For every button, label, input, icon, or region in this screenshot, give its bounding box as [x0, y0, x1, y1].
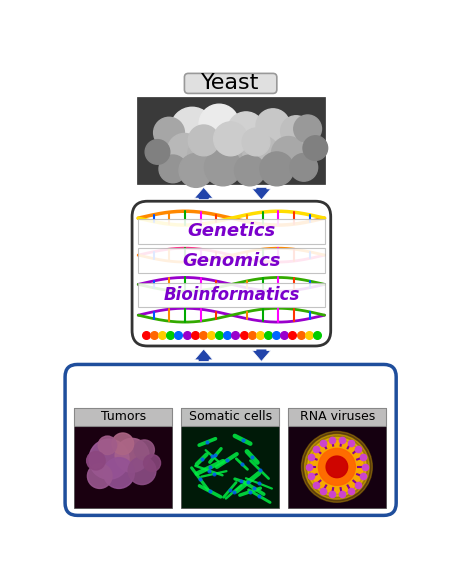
Bar	[137, 97, 324, 184]
Circle shape	[305, 435, 369, 499]
Circle shape	[89, 439, 129, 479]
Text: Somatic cells: Somatic cells	[189, 410, 272, 423]
Circle shape	[234, 155, 265, 186]
Circle shape	[159, 155, 187, 183]
Circle shape	[144, 455, 161, 472]
FancyBboxPatch shape	[288, 408, 386, 426]
Circle shape	[199, 104, 239, 144]
FancyBboxPatch shape	[181, 408, 279, 426]
Circle shape	[310, 441, 363, 493]
Circle shape	[256, 109, 290, 143]
Circle shape	[260, 152, 294, 186]
Text: Genetics: Genetics	[187, 222, 275, 240]
Circle shape	[98, 436, 117, 455]
FancyBboxPatch shape	[138, 219, 324, 244]
Bar	[74, 408, 172, 507]
Circle shape	[171, 107, 214, 151]
Circle shape	[112, 433, 134, 455]
Circle shape	[179, 154, 213, 188]
FancyArrow shape	[194, 188, 213, 200]
Circle shape	[188, 125, 219, 156]
FancyBboxPatch shape	[184, 73, 277, 93]
FancyBboxPatch shape	[74, 408, 172, 426]
Circle shape	[290, 154, 318, 181]
Bar	[181, 408, 279, 507]
Circle shape	[243, 136, 280, 173]
Bar	[288, 408, 386, 507]
Circle shape	[153, 117, 184, 148]
FancyBboxPatch shape	[138, 283, 324, 308]
Circle shape	[271, 137, 305, 171]
Circle shape	[87, 464, 112, 488]
Text: Tumors: Tumors	[101, 410, 146, 423]
FancyArrow shape	[194, 349, 213, 362]
FancyBboxPatch shape	[132, 201, 331, 346]
Circle shape	[128, 457, 156, 485]
FancyBboxPatch shape	[138, 248, 324, 273]
FancyArrow shape	[252, 188, 270, 200]
Circle shape	[214, 122, 248, 156]
Circle shape	[281, 116, 311, 146]
Text: Yeast: Yeast	[202, 73, 260, 93]
Circle shape	[294, 115, 321, 143]
Circle shape	[204, 149, 241, 186]
Circle shape	[242, 128, 270, 156]
Circle shape	[302, 431, 372, 502]
Text: Genomics: Genomics	[182, 251, 281, 270]
Text: Bioinformatics: Bioinformatics	[163, 286, 300, 304]
Circle shape	[145, 139, 170, 164]
Circle shape	[308, 438, 366, 496]
FancyBboxPatch shape	[65, 364, 396, 515]
Circle shape	[104, 458, 135, 488]
Circle shape	[228, 112, 265, 149]
Circle shape	[167, 134, 201, 168]
Circle shape	[115, 438, 149, 472]
Circle shape	[326, 456, 348, 478]
Circle shape	[87, 451, 105, 470]
Circle shape	[135, 440, 154, 460]
Circle shape	[303, 136, 328, 161]
Text: RNA viruses: RNA viruses	[300, 410, 375, 423]
Circle shape	[188, 136, 228, 176]
FancyArrow shape	[252, 349, 270, 362]
Circle shape	[319, 448, 356, 485]
Circle shape	[213, 130, 256, 173]
